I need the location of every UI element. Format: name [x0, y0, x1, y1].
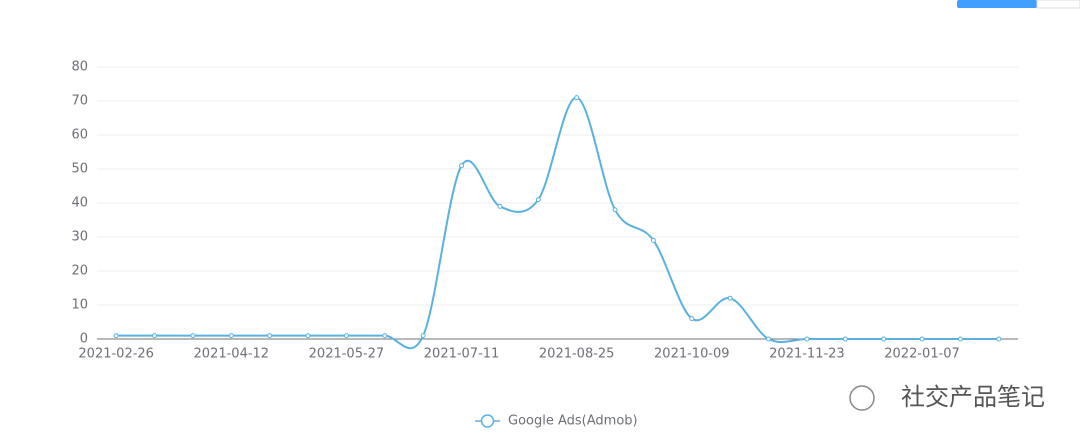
- x-tick-label: 2021-10-09: [654, 347, 730, 362]
- legend-label: Google Ads(Admob): [508, 414, 638, 429]
- point: [996, 336, 1002, 342]
- point: [957, 336, 963, 342]
- point: [152, 333, 158, 339]
- point: [113, 333, 119, 339]
- x-tick-label: 2021-02-26: [78, 347, 154, 362]
- point: [497, 203, 503, 209]
- x-tick-label: 2021-04-12: [194, 347, 270, 362]
- point: [919, 336, 925, 342]
- point: [228, 333, 234, 339]
- point: [689, 316, 695, 322]
- point: [881, 336, 887, 342]
- y-tick-label: 30: [71, 230, 88, 245]
- button[interactable]: [1036, 0, 1080, 9]
- point: [650, 237, 656, 243]
- point: [766, 336, 772, 342]
- x-tick-label: 2021-07-11: [424, 347, 500, 362]
- y-tick-label: 0: [80, 332, 88, 347]
- point: [343, 333, 349, 339]
- line: [116, 96, 999, 350]
- y-tick-label: 10: [71, 298, 88, 313]
- x-tick-label: 2022-01-07: [884, 347, 960, 362]
- watermark-icon: [849, 385, 875, 411]
- point: [382, 333, 388, 339]
- point: [305, 333, 311, 339]
- legend-marker: [480, 414, 495, 428]
- y-tick-label: 40: [71, 196, 88, 211]
- point: [612, 207, 618, 213]
- button[interactable]: [957, 0, 1037, 8]
- point: [535, 197, 541, 203]
- point: [804, 336, 810, 342]
- point: [190, 333, 196, 339]
- y-tick-label: 60: [71, 128, 88, 143]
- y-tick-label: 80: [71, 60, 88, 75]
- point: [459, 163, 465, 169]
- point: [574, 95, 580, 101]
- point: [420, 333, 426, 339]
- watermark: 社交产品笔记: [901, 383, 1045, 411]
- y-tick-label: 70: [71, 94, 88, 109]
- x-tick-label: 2021-11-23: [769, 347, 845, 362]
- x-tick-label: 2021-05-27: [309, 347, 385, 362]
- point: [842, 336, 848, 342]
- point: [267, 333, 273, 339]
- point: [727, 295, 733, 301]
- y-tick-label: 50: [71, 162, 88, 177]
- x-tick-label: 2021-08-25: [539, 347, 615, 362]
- y-tick-label: 20: [71, 264, 88, 279]
